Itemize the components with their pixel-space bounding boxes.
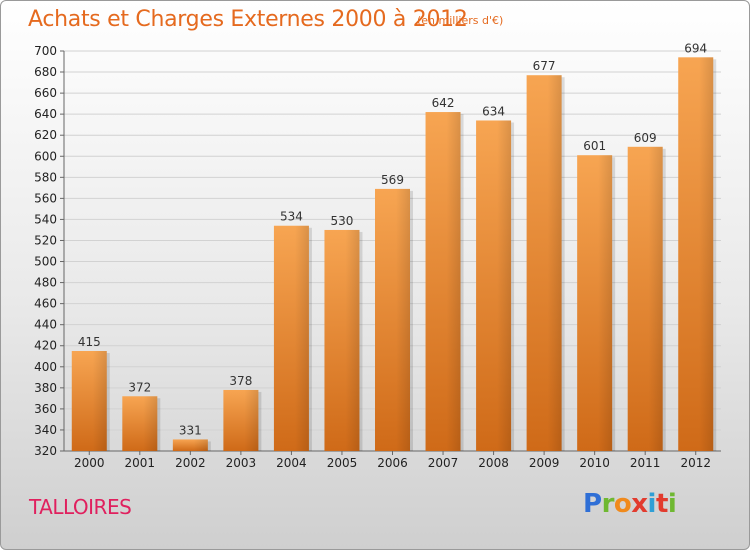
data-label: 609 [634, 131, 657, 145]
bar-shade [598, 155, 613, 452]
commune-name: TALLOIRES [29, 495, 132, 519]
data-label: 642 [432, 96, 455, 110]
axes: 320 340 360 380 400 420 440 460 480 500 520 540 560 5… [34, 44, 721, 470]
y-tick-label: 560 [34, 191, 57, 205]
bar-shade [446, 112, 461, 451]
y-tick-label: 680 [34, 65, 57, 79]
y-tick-label: 620 [34, 128, 57, 142]
bar-shade [396, 188, 410, 452]
y-tick-label: 480 [34, 276, 57, 290]
data-label: 601 [583, 139, 606, 153]
y-tick-label: 660 [34, 86, 57, 100]
y-tick-label: 500 [34, 255, 57, 269]
x-tick-label: 2012 [680, 456, 711, 470]
data-label: 569 [381, 173, 404, 187]
logo-letter: t [655, 489, 668, 519]
y-tick-label: 460 [34, 297, 57, 311]
logo-letter: o [613, 489, 632, 519]
y-tick-label: 340 [34, 423, 57, 437]
data-label: 378 [229, 374, 252, 388]
bar-shade [143, 396, 158, 451]
chart-unit: (en milliers d'€) [417, 14, 504, 27]
data-label: 415 [78, 335, 101, 349]
y-tick-label: 420 [34, 339, 57, 353]
x-tick-label: 2005 [327, 456, 358, 470]
x-tick-label: 2011 [630, 456, 661, 470]
bar-shade [294, 225, 309, 451]
bar-shade [193, 439, 208, 451]
x-tick-label: 2009 [529, 456, 560, 470]
bar-shade [497, 120, 512, 451]
bar-shade [345, 229, 360, 451]
chart-title: Achats et Charges Externes 2000 à 2012 [28, 7, 468, 32]
y-tick-label: 400 [34, 360, 57, 374]
y-tick-label: 520 [34, 233, 57, 247]
data-label: 694 [684, 41, 707, 55]
x-tick-label: 2007 [428, 456, 459, 470]
bar-shade [648, 146, 663, 451]
data-labels: 415 372 331 378 534 530 569 642 634 677 601 609 694 [78, 41, 707, 437]
bars [71, 57, 717, 452]
x-tick-label: 2001 [125, 456, 156, 470]
data-label: 634 [482, 104, 505, 118]
data-label: 677 [533, 59, 556, 73]
y-tick-label: 320 [34, 444, 57, 458]
bar-shade [92, 351, 107, 451]
x-tick-label: 2002 [175, 456, 206, 470]
data-label: 372 [128, 380, 151, 394]
y-tick-label: 360 [34, 402, 57, 416]
logo-letter: r [601, 489, 615, 519]
y-tick-label: 580 [34, 170, 57, 184]
logo-letter: x [631, 489, 648, 519]
data-label: 530 [331, 214, 354, 228]
bar-shade [547, 75, 562, 452]
x-tick-label: 2003 [226, 456, 257, 470]
y-tick-label: 700 [34, 44, 57, 58]
data-label: 331 [179, 423, 202, 437]
bar-shade [244, 389, 259, 451]
y-tick-label: 640 [34, 107, 57, 121]
bar-2002 [172, 439, 208, 451]
data-label: 534 [280, 210, 303, 224]
logo-letter: i [647, 489, 657, 519]
y-tick-label: 440 [34, 318, 57, 332]
y-tick-label: 380 [34, 381, 57, 395]
x-tick-label: 2010 [579, 456, 610, 470]
y-tick-label: 600 [34, 149, 57, 163]
logo-letter: i [667, 489, 677, 519]
y-tick-label: 540 [34, 212, 57, 226]
proxiti-logo[interactable]: Proxiti [583, 489, 677, 519]
x-tick-label: 2004 [276, 456, 307, 470]
logo-letter: P [583, 489, 602, 519]
x-tick-label: 2006 [377, 456, 408, 470]
x-tick-label: 2008 [478, 456, 509, 470]
x-tick-label: 2000 [74, 456, 105, 470]
bar-shade [699, 57, 714, 451]
